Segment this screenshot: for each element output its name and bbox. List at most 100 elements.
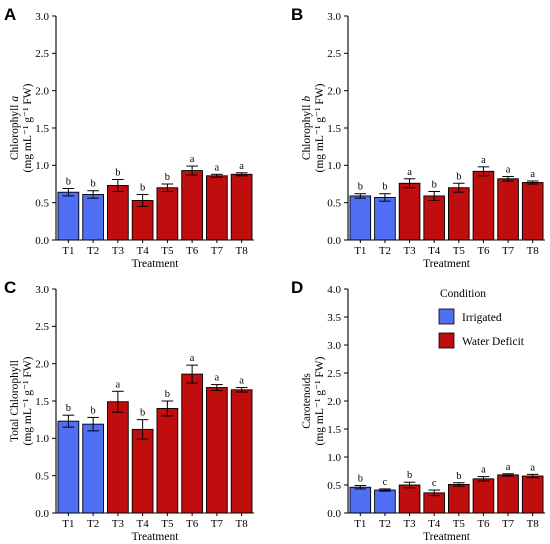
bar-t1 [349, 486, 372, 514]
bar-t1 [57, 191, 80, 241]
bar-t8 [230, 389, 253, 514]
y-tick-label: 2.0 [327, 85, 341, 97]
significance-letter: b [140, 408, 145, 419]
panel-letter: A [4, 5, 16, 24]
x-tick-label: T1 [354, 518, 366, 530]
legend-swatch-water-deficit [438, 332, 455, 349]
y-tick-label: 1.0 [327, 452, 341, 464]
significance-letter: b [358, 474, 363, 485]
x-tick-label: T2 [87, 245, 99, 257]
panel-letter: D [291, 278, 303, 297]
y-axis-unit: (mg mL⁻¹ g⁻¹ FW) [22, 83, 34, 172]
y-tick-label: 1.5 [327, 123, 341, 135]
x-tick-label: T4 [137, 518, 150, 530]
bar-t3 [398, 182, 421, 241]
y-tick-label: 2.5 [35, 48, 49, 60]
y-tick-label: 2.0 [35, 85, 49, 97]
significance-letter: a [239, 376, 244, 387]
x-tick-label: T8 [527, 518, 540, 530]
y-tick-label: 0.0 [327, 235, 341, 247]
bar-t3 [107, 401, 129, 514]
x-axis-title: Treatment [132, 258, 180, 270]
bar-t2 [82, 423, 104, 514]
significance-letter: c [383, 477, 388, 488]
x-tick-label: T8 [527, 245, 540, 257]
significance-letter: b [456, 171, 461, 182]
y-tick-label: 0.5 [327, 197, 341, 209]
y-tick-label: 1.0 [35, 433, 49, 445]
y-tick-label: 1.5 [35, 123, 49, 135]
significance-letter: a [481, 465, 486, 476]
x-tick-label: T7 [502, 245, 515, 257]
significance-letter: b [165, 172, 170, 183]
y-tick-label: 3.0 [327, 11, 341, 23]
significance-letter: b [91, 179, 96, 190]
significance-letter: a [190, 353, 195, 364]
panel-letter: B [291, 5, 303, 24]
bar-t5 [448, 483, 470, 514]
bar-t4 [423, 195, 445, 241]
y-tick-label: 4.0 [327, 284, 341, 296]
x-tick-label: T1 [62, 518, 74, 530]
significance-letter: b [358, 182, 363, 193]
y-tick-label: 2.0 [327, 396, 341, 408]
y-tick-label: 3.5 [327, 312, 341, 324]
significance-letter: a [407, 167, 412, 178]
x-axis-title: Treatment [423, 258, 471, 270]
bar-t3 [107, 185, 129, 241]
significance-letter: b [115, 168, 120, 179]
bar-t8 [521, 182, 544, 241]
y-axis-title: Carotenoids [301, 373, 313, 429]
legend-swatch-irrigated [438, 308, 455, 325]
y-tick-label: 1.0 [327, 160, 341, 172]
x-tick-label: T4 [428, 518, 441, 530]
bar-t1 [57, 420, 80, 514]
y-axis-title: Total Chlorophyll [9, 360, 21, 442]
bar-t7 [206, 175, 228, 241]
y-tick-label: 2.5 [35, 321, 49, 333]
legend-title: Condition [440, 288, 486, 300]
bar-t7 [497, 178, 519, 241]
bar-t8 [230, 173, 253, 241]
bar-t7 [206, 387, 228, 514]
x-tick-label: T8 [236, 518, 249, 530]
y-axis-unit: (mg mL⁻¹ g⁻¹ FW) [314, 83, 326, 172]
chart-panel-b: B 0.0 0.5 1.0 1.5 2.0 2.5 3.0 b T1 b T2 a T3 b T4 b T5 a T6… [291, 5, 545, 270]
x-axis-title: Treatment [423, 531, 471, 543]
bar-t6 [472, 478, 495, 514]
x-tick-label: T5 [453, 518, 466, 530]
chart-panel-d: D 0.0 0.5 1.0 1.5 2.0 2.5 3.0 3.5 4.0 b T1 c T2 b T3 c T4… [291, 278, 545, 543]
x-tick-label: T3 [112, 518, 125, 530]
y-axis-unit: (mg mL⁻¹ g⁻¹ FW) [314, 356, 326, 445]
y-tick-label: 3.0 [327, 340, 341, 352]
significance-letter: a [506, 462, 511, 473]
bar-t3 [398, 484, 421, 514]
chart-panel-a: A 0.0 0.5 1.0 1.5 2.0 2.5 3.0 b T1 b T2 b T3 b T4 b T5 a T6… [4, 5, 254, 270]
y-axis-title: Chlorophyll a [9, 96, 21, 160]
significance-letter: b [66, 403, 71, 414]
y-tick-label: 1.5 [327, 424, 341, 436]
x-tick-label: T2 [87, 518, 99, 530]
significance-letter: a [190, 154, 195, 165]
x-tick-label: T1 [62, 245, 74, 257]
panel-letter: C [4, 278, 16, 297]
x-tick-label: T7 [502, 518, 515, 530]
y-tick-label: 1.5 [35, 396, 49, 408]
bar-t5 [156, 408, 179, 514]
bar-t2 [374, 196, 396, 241]
x-tick-label: T5 [453, 245, 466, 257]
x-tick-label: T7 [211, 518, 224, 530]
significance-letter: a [116, 379, 121, 390]
significance-letter: a [481, 155, 486, 166]
significance-letter: b [140, 182, 145, 193]
x-tick-label: T2 [379, 518, 391, 530]
bar-t8 [521, 475, 544, 514]
chart-panel-c: C 0.0 0.5 1.0 1.5 2.0 2.5 3.0 b T1 b T2 a T3 b T4 b T5 a T6… [4, 278, 254, 543]
x-tick-label: T5 [161, 518, 174, 530]
x-tick-label: T3 [403, 245, 416, 257]
legend-entry-irrigated: Irrigated [462, 312, 502, 324]
x-axis-title: Treatment [132, 531, 180, 543]
bar-t4 [131, 428, 154, 514]
significance-letter: a [506, 165, 511, 176]
